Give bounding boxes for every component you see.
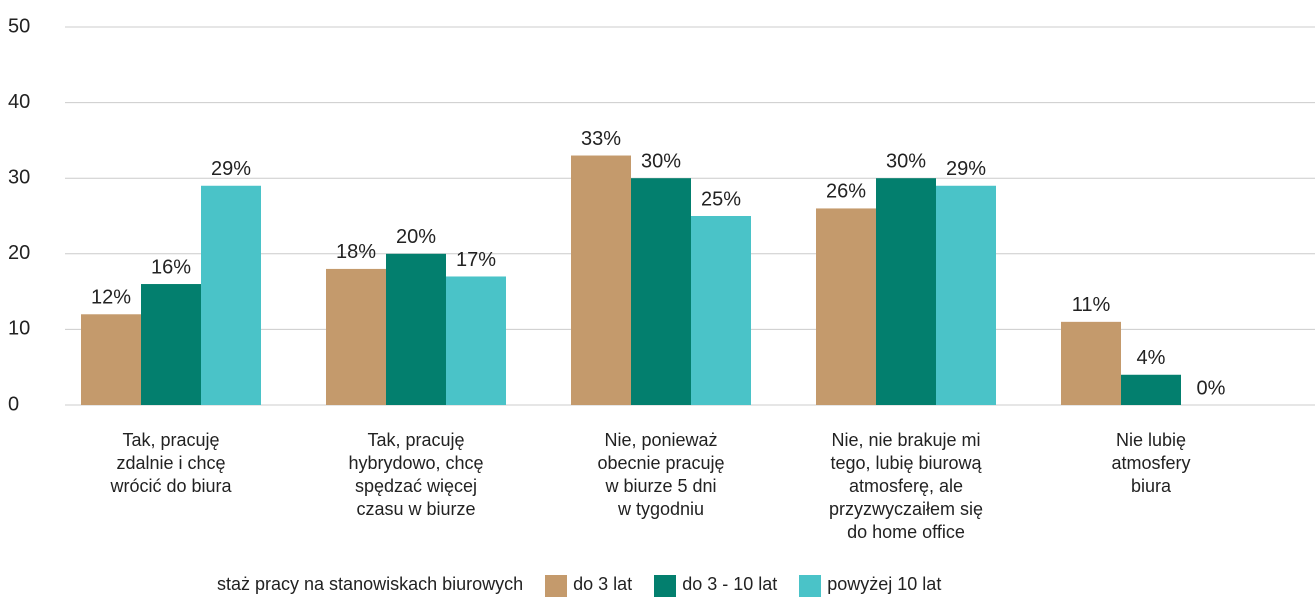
legend-swatch xyxy=(545,575,568,597)
x-tick-label: Nie, nie brakuje mi tego, lubię biurową … xyxy=(828,430,984,542)
bar xyxy=(81,314,141,405)
legend-label: do 3 lat xyxy=(573,574,633,594)
value-label: 29% xyxy=(211,158,251,180)
bar xyxy=(1121,374,1181,405)
bar xyxy=(1061,321,1121,405)
bar xyxy=(386,253,446,405)
bar xyxy=(446,276,506,405)
value-label: 26% xyxy=(826,181,866,203)
legend-swatch xyxy=(654,575,677,597)
y-tick-label: 10 xyxy=(8,318,30,340)
value-label: 25% xyxy=(701,188,741,210)
legend-label: do 3 - 10 lat xyxy=(682,574,778,594)
bar xyxy=(201,185,261,405)
value-label: 12% xyxy=(91,287,131,309)
value-label: 33% xyxy=(581,128,621,150)
y-tick-label: 20 xyxy=(8,242,30,264)
value-label: 16% xyxy=(151,256,191,278)
y-tick-label: 50 xyxy=(8,15,30,37)
value-label: 11% xyxy=(1072,294,1111,316)
legend-swatch xyxy=(799,575,822,597)
bar xyxy=(631,178,691,405)
value-label: 0% xyxy=(1197,377,1226,399)
bar xyxy=(141,284,201,405)
y-tick-label: 30 xyxy=(8,166,30,188)
value-label: 30% xyxy=(886,150,926,172)
bar xyxy=(326,268,386,405)
x-tick-label: Nie lubię atmosfery biura xyxy=(1111,430,1191,496)
bar xyxy=(816,208,876,405)
value-label: 17% xyxy=(456,249,496,271)
x-tick-label: Tak, pracuję hybrydowo, chcę spędzać wię… xyxy=(348,430,484,519)
x-tick-label: Tak, pracuję zdalnie i chcę wrócić do bi… xyxy=(110,430,232,496)
y-tick-label: 0 xyxy=(8,393,19,415)
value-label: 4% xyxy=(1137,347,1166,369)
value-label: 20% xyxy=(396,226,436,248)
bar xyxy=(691,216,751,405)
bar xyxy=(571,155,631,405)
value-label: 30% xyxy=(641,150,681,172)
bar xyxy=(936,185,996,405)
value-label: 29% xyxy=(946,158,986,180)
y-tick-label: 40 xyxy=(8,91,30,113)
value-label: 18% xyxy=(336,241,376,263)
legend-label: powyżej 10 lat xyxy=(827,574,942,594)
x-tick-label: Nie, ponieważ obecnie pracuję w biurze 5… xyxy=(597,430,725,519)
bar xyxy=(876,178,936,405)
legend-title: staż pracy na stanowiskach biurowych xyxy=(217,574,524,594)
